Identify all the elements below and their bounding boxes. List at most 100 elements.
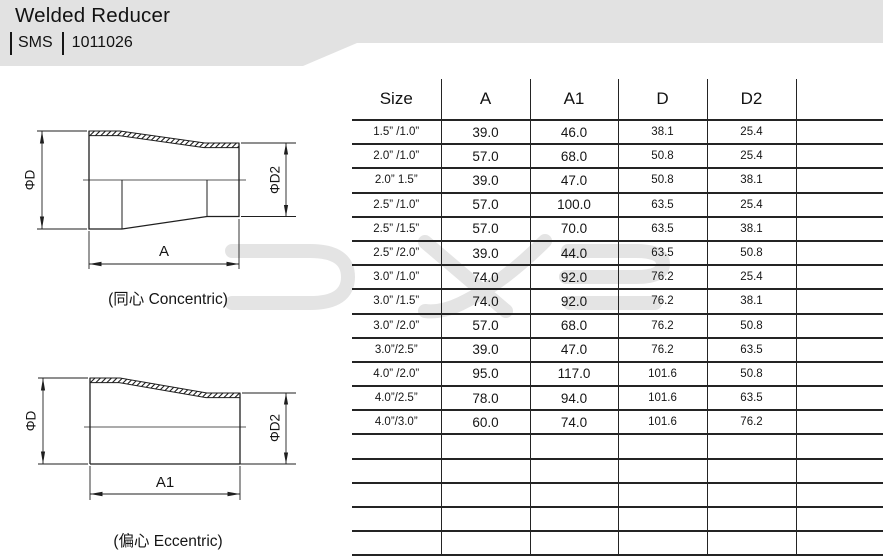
- cell-d: 101.6: [617, 410, 707, 436]
- cell-d2: 76.2: [706, 410, 796, 436]
- cell-extra: [795, 337, 883, 363]
- cell-a: 57.0: [440, 144, 530, 170]
- cell-a1: 68.0: [529, 144, 618, 170]
- cell-a: 60.0: [440, 410, 530, 436]
- cell-empty: [440, 434, 530, 460]
- table-row: 3.0” /1.0” 74.0 92.0 76.2 25.4: [352, 265, 883, 291]
- weld-bevel-band: [88, 130, 240, 149]
- col-header-d: D: [617, 79, 707, 121]
- cell-extra: [795, 313, 883, 339]
- reducer-drawings: ΦD ΦD2 A (同心 Concentric) ΦD: [23, 130, 296, 550]
- cell-a1: 47.0: [529, 168, 618, 194]
- cell-d2: 50.8: [706, 361, 796, 388]
- eccentric-reducer-drawing: ΦD ΦD2 A1 (偏心 Eccentric): [24, 377, 296, 550]
- cell-size: 3.0” /2.0”: [352, 313, 441, 339]
- cell-extra: [795, 410, 883, 436]
- table-row-empty: [352, 458, 883, 484]
- cell-empty: [529, 507, 618, 533]
- dimension-a1: [89, 466, 241, 500]
- table-row: 3.0”/2.5” 39.0 47.0 76.2 63.5: [352, 337, 883, 363]
- cell-extra: [795, 386, 883, 412]
- cell-empty: [440, 507, 530, 533]
- arrowhead: [40, 378, 46, 391]
- cell-size: 3.0” /1.0”: [352, 265, 441, 291]
- cell-empty: [352, 507, 441, 533]
- watermark-letter-d: [225, 244, 356, 310]
- table-row: 4.0” /2.0” 95.0 117.0 101.6 50.8: [352, 361, 883, 388]
- cell-size: 3.0” /1.5”: [352, 289, 441, 315]
- table-row: 4.0”/2.5” 78.0 94.0 101.6 63.5: [352, 386, 883, 412]
- cell-extra: [795, 192, 883, 218]
- cell-empty: [440, 531, 530, 556]
- cell-extra: [795, 361, 883, 388]
- cell-extra: [795, 144, 883, 170]
- arrowhead: [283, 205, 289, 217]
- cell-d: 76.2: [617, 337, 707, 363]
- dimension-phi-d2: [240, 392, 296, 465]
- cell-size: 2.5” /1.5”: [352, 216, 441, 242]
- cell-d: 76.2: [617, 313, 707, 339]
- cell-empty: [352, 482, 441, 509]
- col-header-a: A: [440, 79, 530, 121]
- concentric-reducer-drawing: ΦD ΦD2 A (同心 Concentric): [23, 130, 296, 308]
- table-row: 3.0” /2.0” 57.0 68.0 76.2 50.8: [352, 313, 883, 339]
- cell-extra: [795, 216, 883, 242]
- cell-empty: [352, 434, 441, 460]
- dim-label-phi-d2: ΦD2: [268, 166, 283, 194]
- cell-d: 50.8: [617, 168, 707, 194]
- table-row: 4.0”/3.0” 60.0 74.0 101.6 76.2: [352, 410, 883, 436]
- cell-size: 2.5” /1.0”: [352, 192, 441, 218]
- cell-empty: [795, 507, 883, 533]
- table-row-empty: [352, 482, 883, 509]
- arrowhead: [90, 491, 103, 497]
- cell-a: 74.0: [440, 265, 530, 291]
- cell-empty: [795, 434, 883, 460]
- cell-a1: 68.0: [529, 313, 618, 339]
- dim-label-a1: A1: [156, 474, 174, 491]
- cell-a: 57.0: [440, 313, 530, 339]
- arrowhead: [39, 216, 45, 229]
- cell-d: 76.2: [617, 289, 707, 315]
- table-row-empty: [352, 531, 883, 556]
- arrowhead: [89, 261, 102, 267]
- body-outline: [88, 131, 240, 230]
- cell-size: 4.0”/2.5”: [352, 386, 441, 412]
- table-row: 3.0” /1.5” 74.0 92.0 76.2 38.1: [352, 289, 883, 315]
- separator-bar: [61, 31, 64, 55]
- cell-d2: 25.4: [706, 144, 796, 170]
- cell-a: 74.0: [440, 289, 530, 315]
- table-row: 2.0” /1.0” 57.0 68.0 50.8 25.4: [352, 144, 883, 170]
- cell-size: 1.5” /1.0”: [352, 120, 441, 146]
- cell-size: 2.0” 1.5”: [352, 168, 441, 194]
- cell-extra: [795, 265, 883, 291]
- cell-empty: [795, 458, 883, 484]
- cell-empty: [617, 434, 707, 460]
- cell-empty: [706, 458, 796, 484]
- cell-d: 76.2: [617, 265, 707, 291]
- cell-d2: 38.1: [706, 216, 796, 242]
- dim-label-a: A: [159, 243, 169, 260]
- cell-d2: 50.8: [706, 240, 796, 267]
- weld-bevel-band: [89, 377, 241, 399]
- cell-empty: [706, 434, 796, 460]
- cell-a: 39.0: [440, 337, 530, 363]
- cell-size: 4.0”/3.0”: [352, 410, 441, 436]
- cell-empty: [352, 458, 441, 484]
- arrowhead: [39, 131, 45, 144]
- arrowhead: [226, 261, 239, 267]
- cell-d2: 63.5: [706, 386, 796, 412]
- spec-table: Size A A1 D D2 1.5” /1.0” 39.0 46.0 38.1 25.…: [352, 79, 883, 556]
- table-row-empty: [352, 507, 883, 533]
- dim-label-phi-d2: ΦD2: [268, 414, 283, 442]
- table-row: 1.5” /1.0” 39.0 46.0 38.1 25.4: [352, 120, 883, 146]
- body-outline: [89, 378, 241, 465]
- cell-a: 39.0: [440, 240, 530, 267]
- cell-d: 101.6: [617, 361, 707, 388]
- standard-code: 1011026: [71, 34, 133, 51]
- col-header-size: Size: [352, 79, 441, 121]
- dimension-phi-d: [37, 130, 87, 230]
- cell-extra: [795, 120, 883, 146]
- cell-a: 39.0: [440, 168, 530, 194]
- cell-a1: 74.0: [529, 410, 618, 436]
- table-row: 2.5” /1.5” 57.0 70.0 63.5 38.1: [352, 216, 883, 242]
